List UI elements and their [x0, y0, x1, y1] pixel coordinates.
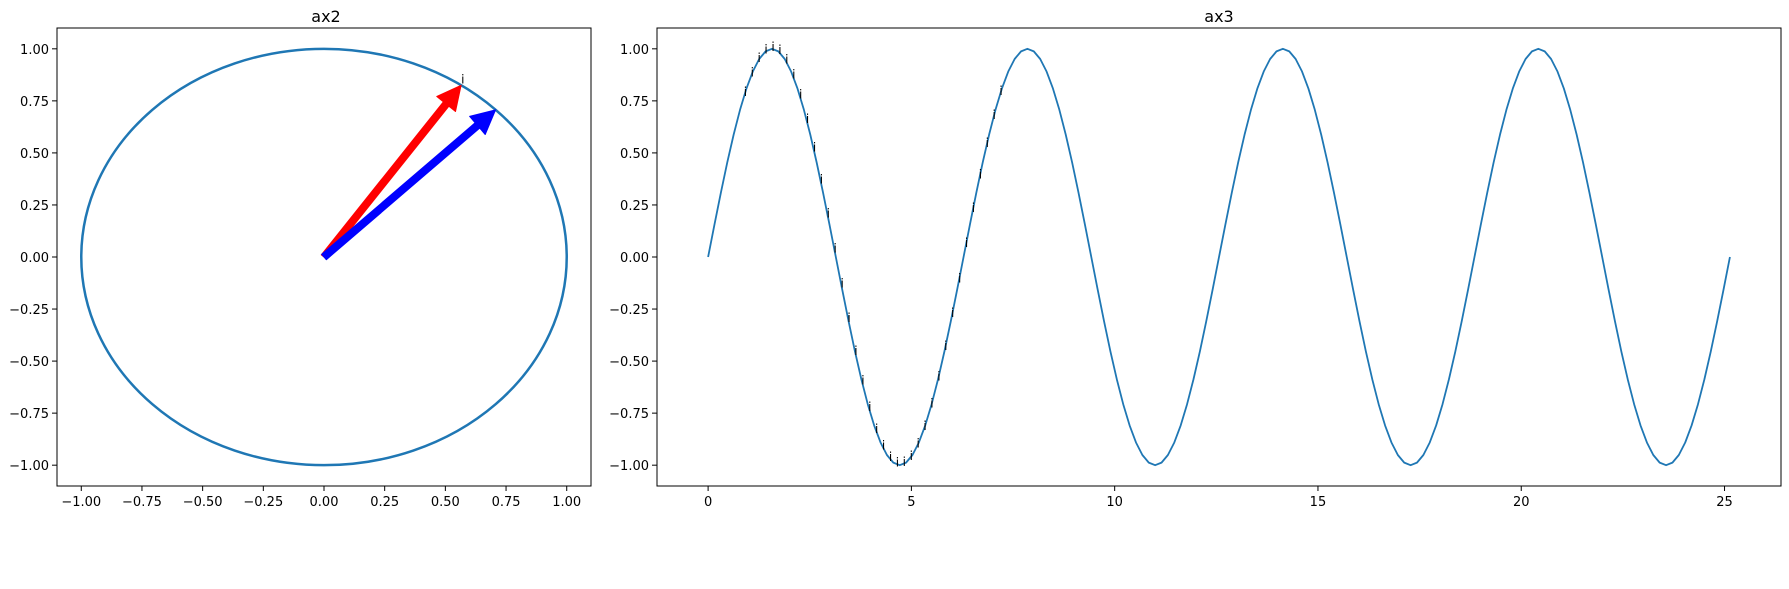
- point-annotation: i: [958, 272, 961, 286]
- x-tick-label: 0.75: [492, 495, 521, 510]
- x-tick-label: 0.50: [431, 495, 460, 510]
- y-tick-label: 0.25: [620, 199, 649, 214]
- point-annotation: i: [840, 277, 843, 291]
- tick-group: 0 5 10 15 20 25 1.00 0.75 0.50 0.25 0.00 −0.25 −0.50…: [609, 43, 1733, 510]
- plot-area: i: [80, 47, 568, 467]
- point-annotation: i: [813, 141, 816, 155]
- x-tick-label: 0: [704, 495, 712, 510]
- point-annotation: i: [923, 419, 926, 433]
- point-annotation: i: [785, 52, 788, 66]
- y-tick-label: 0.50: [20, 147, 49, 162]
- red-arrow: [320, 84, 462, 260]
- x-tick-label: −0.25: [243, 495, 283, 510]
- unit-circle-line: [80, 47, 568, 467]
- point-annotation: i: [771, 40, 774, 54]
- point-annotation: i: [930, 396, 933, 410]
- chart-title: ax3: [1204, 7, 1233, 26]
- panel-ax3: ax3 0 5 10 15 20 25 1.00 0.75 0.50 0.25 0.00 −0.25 −…: [609, 7, 1782, 510]
- x-tick-label: 1.00: [552, 495, 581, 510]
- point-annotation: i: [951, 306, 954, 320]
- x-tick-label: −1.00: [61, 495, 101, 510]
- y-tick-label: 0.25: [20, 199, 49, 214]
- point-annotation: i: [461, 72, 464, 86]
- y-tick-label: 0.75: [20, 95, 49, 110]
- x-tick-label: 15: [1310, 495, 1327, 510]
- y-tick-label: −1.00: [9, 459, 49, 474]
- y-tick-label: −0.75: [9, 407, 49, 422]
- axes-frame: [56, 27, 592, 487]
- point-annotation: i: [792, 67, 795, 81]
- point-annotation: i: [889, 450, 892, 464]
- y-tick-label: 0.75: [620, 95, 649, 110]
- point-annotation: i: [744, 85, 747, 99]
- point-annotation: i: [868, 400, 871, 414]
- point-annotation: i: [944, 339, 947, 353]
- point-annotation: i: [979, 168, 982, 182]
- point-annotation: i: [965, 236, 968, 250]
- point-annotation: i: [972, 201, 975, 215]
- tick-group: −1.00 −0.75 −0.50 −0.25 0.00 0.25 0.50 0.75 1.00…: [9, 43, 581, 510]
- y-tick-label: 0.50: [620, 147, 649, 162]
- point-annotation: i: [847, 311, 850, 325]
- x-tick-label: −0.50: [183, 495, 223, 510]
- y-tick-label: 0.00: [620, 251, 649, 266]
- point-annotation: i: [758, 51, 761, 65]
- y-tick-label: −0.25: [609, 303, 649, 318]
- point-annotation: i: [896, 456, 899, 470]
- point-annotation: i: [827, 206, 830, 220]
- y-tick-label: −0.50: [9, 355, 49, 370]
- y-tick-label: −0.25: [9, 303, 49, 318]
- point-annotation: i: [882, 439, 885, 453]
- x-tick-label: 10: [1106, 495, 1123, 510]
- point-annotation: i: [937, 370, 940, 384]
- sine-series-line: [707, 47, 1731, 467]
- point-annotation: i: [999, 84, 1002, 98]
- point-annotation: i: [910, 449, 913, 463]
- x-tick-label: 25: [1716, 495, 1733, 510]
- point-annotation: i: [903, 455, 906, 469]
- point-annotation: i: [993, 108, 996, 122]
- panel-ax2: ax2 −1.00 −0.75 −0.50 −0.25 0.00 0.25 0.50 0.75…: [9, 7, 592, 510]
- x-tick-label: 0.25: [370, 495, 399, 510]
- point-annotation: i: [986, 136, 989, 150]
- chart-title: ax2: [311, 7, 340, 26]
- y-tick-label: −0.50: [609, 355, 649, 370]
- y-tick-label: 1.00: [20, 43, 49, 58]
- point-annotation: i: [764, 43, 767, 57]
- point-annotation: i: [916, 437, 919, 451]
- axes-frame: [656, 27, 1782, 487]
- point-annotation: i: [751, 65, 754, 79]
- point-annotation: i: [861, 374, 864, 388]
- x-tick-label: 5: [907, 495, 915, 510]
- y-tick-label: 1.00: [620, 43, 649, 58]
- x-tick-label: 20: [1513, 495, 1530, 510]
- y-tick-label: 0.00: [20, 251, 49, 266]
- x-tick-label: 0.00: [310, 495, 339, 510]
- point-annotation: i: [778, 43, 781, 57]
- point-annotation: i: [799, 87, 802, 101]
- point-annotation: i: [834, 241, 837, 255]
- point-annotation: i: [854, 344, 857, 358]
- y-tick-label: −0.75: [609, 407, 649, 422]
- point-annotation: i: [806, 112, 809, 126]
- x-tick-label: −0.75: [122, 495, 162, 510]
- point-annotation: i: [875, 422, 878, 436]
- blue-arrow: [321, 109, 497, 261]
- y-tick-label: −1.00: [609, 459, 649, 474]
- point-annotation: i: [820, 172, 823, 186]
